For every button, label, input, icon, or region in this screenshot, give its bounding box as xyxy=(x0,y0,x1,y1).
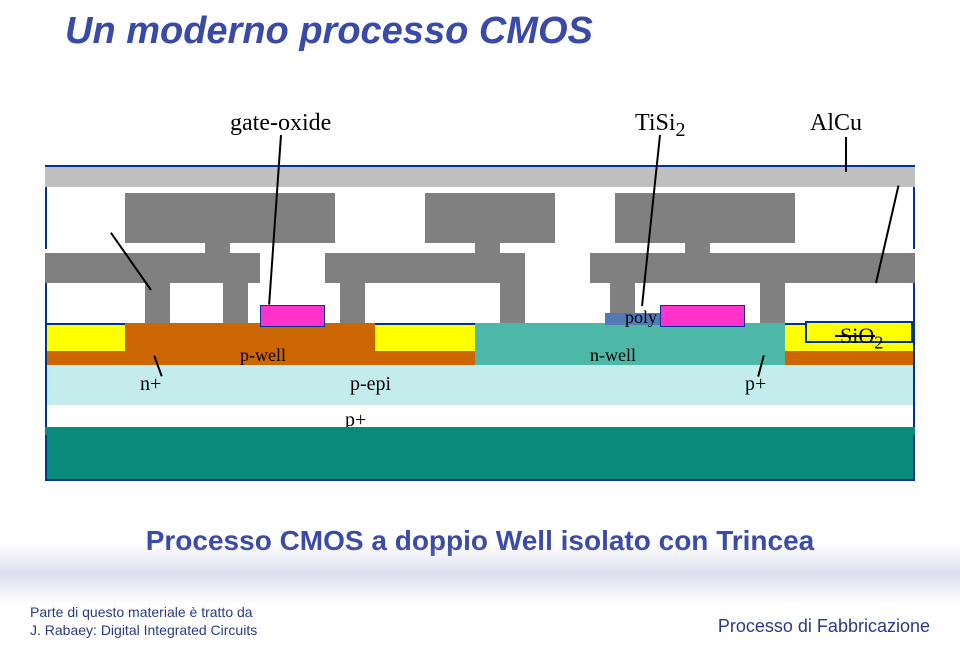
slide-title: Un moderno processo CMOS xyxy=(65,10,593,53)
footer-topic: Processo di Fabbricazione xyxy=(718,616,930,637)
metal-top-alcu xyxy=(45,165,915,187)
label-alcu: AlCu xyxy=(810,110,862,137)
via-bot-3 xyxy=(340,283,365,323)
label-nplus: n+ xyxy=(140,373,161,396)
metal-mid-3 xyxy=(590,253,915,283)
substrate xyxy=(45,433,915,481)
via-top-3 xyxy=(685,243,710,253)
metal-mid-1 xyxy=(45,253,260,283)
via-bot-6 xyxy=(760,283,785,323)
metal-bar-2 xyxy=(425,193,555,243)
substrate-strip xyxy=(45,427,915,435)
label-pplus-row: p+ xyxy=(745,373,766,396)
via-bot-2 xyxy=(223,283,248,323)
cmos-cross-section: p-well n-well poly n+ p-epi p+ p+ SiO2 xyxy=(45,165,915,485)
metal-bar-1 xyxy=(125,193,335,243)
label-sio2-right: SiO2 xyxy=(840,323,883,353)
p-epi xyxy=(45,365,915,405)
label-pepi: p-epi xyxy=(350,373,391,396)
gate-right xyxy=(660,305,745,327)
gate-left xyxy=(260,305,325,327)
via-bot-4 xyxy=(500,283,525,323)
label-nwell: n-well xyxy=(590,345,636,366)
metal-mid-2 xyxy=(325,253,525,283)
via-top-2 xyxy=(475,243,500,253)
label-pwell: p-well xyxy=(240,345,286,366)
label-poly: poly xyxy=(625,307,657,328)
footer-attribution: Parte di questo materiale è tratto da J.… xyxy=(30,603,257,639)
footer-gradient xyxy=(0,544,960,604)
metal-bar-3 xyxy=(615,193,795,243)
label-gate-oxide: gate-oxide xyxy=(230,110,331,137)
via-top-1 xyxy=(205,243,230,253)
